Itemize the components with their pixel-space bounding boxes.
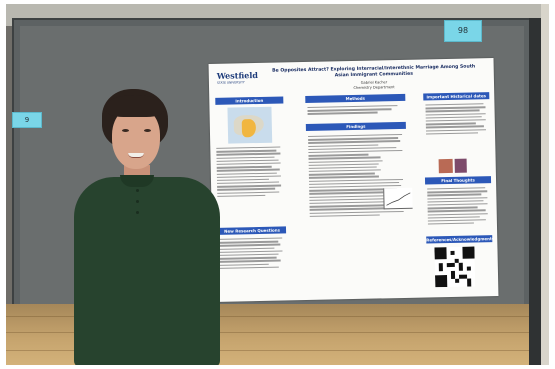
introduction-text [216, 146, 283, 198]
section-header-methods: Methods [305, 93, 406, 103]
final-thoughts-text [427, 187, 490, 227]
historical-dates-text [425, 103, 488, 136]
left-eye [122, 129, 129, 132]
research-poster: Westfield STATE UNIVERSITY Be Opposites … [208, 58, 499, 302]
map-figure [227, 106, 273, 144]
university-logo: Westfield [216, 69, 259, 81]
findings-chart [383, 187, 413, 210]
historical-photo-2 [454, 158, 467, 173]
student-presenter [66, 89, 226, 365]
board-number-tag-right: 98 [444, 20, 482, 42]
sweater-buttons [136, 189, 140, 229]
section-header-new-research: New Research Questions [217, 226, 287, 235]
green-sweater [74, 177, 220, 365]
historical-photo-1 [438, 158, 453, 174]
right-eye [144, 129, 151, 132]
board-number-tag-left: 9 [12, 112, 42, 128]
qr-code [434, 246, 476, 288]
face [112, 107, 160, 169]
findings-chart-svg [386, 192, 411, 206]
smile [128, 153, 144, 158]
university-logo-subtitle: STATE UNIVERSITY [216, 80, 245, 85]
poster-photo: 9 98 Westfield STATE UNIVERSITY Be Oppos… [6, 4, 549, 365]
background-wall-right [541, 4, 549, 365]
section-header-findings: Findings [305, 121, 406, 131]
section-header-final-thoughts: Final Thoughts [424, 176, 492, 185]
sweater-collar [120, 175, 154, 187]
methods-text [307, 105, 403, 117]
section-header-historical-dates: Important Historical dates [423, 92, 490, 101]
hair-bangs [106, 95, 164, 117]
section-header-references: References/Acknowledgments [426, 235, 495, 244]
new-research-text [218, 237, 285, 270]
easel-post [529, 18, 541, 365]
